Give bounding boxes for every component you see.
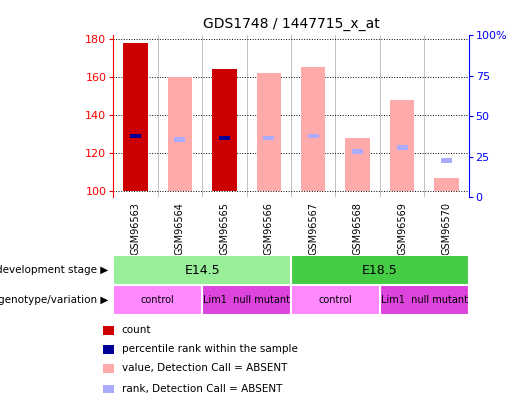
Text: value, Detection Call = ABSENT: value, Detection Call = ABSENT xyxy=(122,363,287,373)
Text: count: count xyxy=(122,326,151,335)
Bar xyxy=(113,255,291,285)
Text: Lim1  null mutant: Lim1 null mutant xyxy=(203,295,290,305)
Bar xyxy=(263,136,274,140)
Bar xyxy=(168,77,192,191)
Bar xyxy=(130,134,141,139)
Bar xyxy=(291,255,469,285)
Bar xyxy=(352,149,363,153)
Bar xyxy=(390,100,414,191)
Bar xyxy=(256,73,281,191)
Bar xyxy=(103,364,114,373)
Text: development stage ▶: development stage ▶ xyxy=(0,265,108,275)
Text: GSM96565: GSM96565 xyxy=(219,202,229,255)
Text: control: control xyxy=(318,295,352,305)
Text: GSM96564: GSM96564 xyxy=(175,202,185,254)
Text: control: control xyxy=(141,295,175,305)
Bar xyxy=(103,326,114,335)
Bar xyxy=(103,345,114,354)
Bar xyxy=(301,67,325,191)
Bar xyxy=(291,285,380,315)
Bar xyxy=(219,136,230,140)
Text: Lim1  null mutant: Lim1 null mutant xyxy=(381,295,468,305)
Bar xyxy=(202,285,291,315)
Bar xyxy=(212,69,236,191)
Bar xyxy=(380,285,469,315)
Text: genotype/variation ▶: genotype/variation ▶ xyxy=(0,295,108,305)
Text: GSM96568: GSM96568 xyxy=(353,202,363,254)
Bar xyxy=(123,43,148,191)
Bar xyxy=(113,285,202,315)
Text: GSM96563: GSM96563 xyxy=(130,202,141,254)
Text: GSM96566: GSM96566 xyxy=(264,202,274,254)
Bar xyxy=(175,137,185,142)
Bar xyxy=(103,385,114,393)
Bar xyxy=(434,178,459,191)
Bar xyxy=(307,134,319,139)
Text: rank, Detection Call = ABSENT: rank, Detection Call = ABSENT xyxy=(122,384,282,394)
Title: GDS1748 / 1447715_x_at: GDS1748 / 1447715_x_at xyxy=(202,17,380,31)
Text: percentile rank within the sample: percentile rank within the sample xyxy=(122,344,298,354)
Bar xyxy=(346,138,370,191)
Text: E18.5: E18.5 xyxy=(362,264,398,277)
Text: GSM96567: GSM96567 xyxy=(308,202,318,255)
Text: GSM96569: GSM96569 xyxy=(397,202,407,254)
Text: GSM96570: GSM96570 xyxy=(441,202,452,255)
Bar xyxy=(441,158,452,163)
Text: E14.5: E14.5 xyxy=(184,264,220,277)
Bar xyxy=(397,145,407,150)
